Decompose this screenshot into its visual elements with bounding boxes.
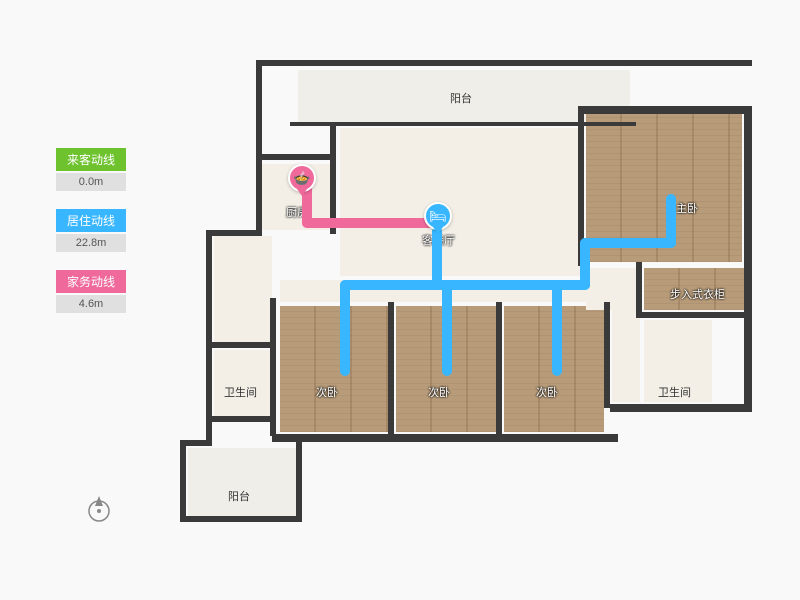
room-label-bed2: 次卧	[316, 384, 338, 400]
wall-22	[206, 342, 272, 348]
room-label-balcony_bot: 阳台	[228, 488, 250, 504]
legend-item-living: 居住动线 22.8m	[56, 209, 126, 252]
legend-value-guest: 0.0m	[56, 173, 126, 191]
compass-icon	[84, 494, 114, 529]
path-living-7	[666, 194, 676, 248]
wall-0	[256, 60, 752, 66]
room-label-bed4: 次卧	[536, 384, 558, 400]
legend-value-living: 22.8m	[56, 234, 126, 252]
legend-item-chores: 家务动线 4.6m	[56, 270, 126, 313]
room-bath1	[214, 350, 272, 416]
room-label-balcony_top: 阳台	[450, 90, 472, 106]
wall-13	[388, 302, 394, 436]
path-living-3	[442, 280, 452, 376]
wall-16	[636, 262, 642, 314]
legend-label-guest: 来客动线	[56, 148, 126, 171]
room-label-bath2: 卫生间	[658, 384, 691, 400]
wall-8	[180, 516, 302, 522]
legend-label-chores: 家务动线	[56, 270, 126, 293]
room-label-bath1: 卫生间	[224, 384, 257, 400]
wall-14	[496, 302, 502, 436]
legend-item-guest: 来客动线 0.0m	[56, 148, 126, 191]
path-chores-1	[302, 218, 428, 228]
wall-3	[256, 60, 262, 234]
wall-11	[610, 404, 750, 412]
room-master_door	[586, 268, 638, 310]
wall-15	[604, 302, 610, 408]
marker-kitchen: 🍲	[288, 164, 316, 192]
room-bed2	[280, 306, 388, 432]
wall-2	[744, 106, 752, 412]
room-living	[340, 128, 580, 276]
wall-17	[636, 312, 746, 318]
room-label-walkin: 步入式衣柜	[670, 286, 725, 302]
wall-20	[256, 154, 332, 160]
legend: 来客动线 0.0m 居住动线 22.8m 家务动线 4.6m	[56, 148, 126, 331]
room-label-bed3: 次卧	[428, 384, 450, 400]
path-living-2	[340, 280, 350, 376]
room-bath2_front	[612, 306, 640, 402]
path-living-6	[580, 238, 676, 248]
wall-23	[206, 416, 272, 422]
wall-5	[206, 230, 212, 444]
wall-4	[206, 230, 262, 236]
room-balcony_bot	[188, 448, 296, 516]
path-living-4	[552, 280, 562, 376]
room-entry	[214, 236, 272, 344]
wall-10	[272, 434, 618, 442]
room-label-master: 主卧	[676, 200, 698, 216]
legend-label-living: 居住动线	[56, 209, 126, 232]
floorplan: 阳台厨房客餐厅主卧步入式衣柜次卧次卧次卧卫生间卫生间阳台🍲🛏	[180, 54, 760, 528]
wall-7	[180, 440, 186, 522]
wall-9	[296, 440, 302, 522]
marker-living: 🛏	[424, 202, 452, 230]
legend-value-chores: 4.6m	[56, 295, 126, 313]
wall-1	[578, 106, 752, 114]
wall-21	[290, 122, 636, 126]
